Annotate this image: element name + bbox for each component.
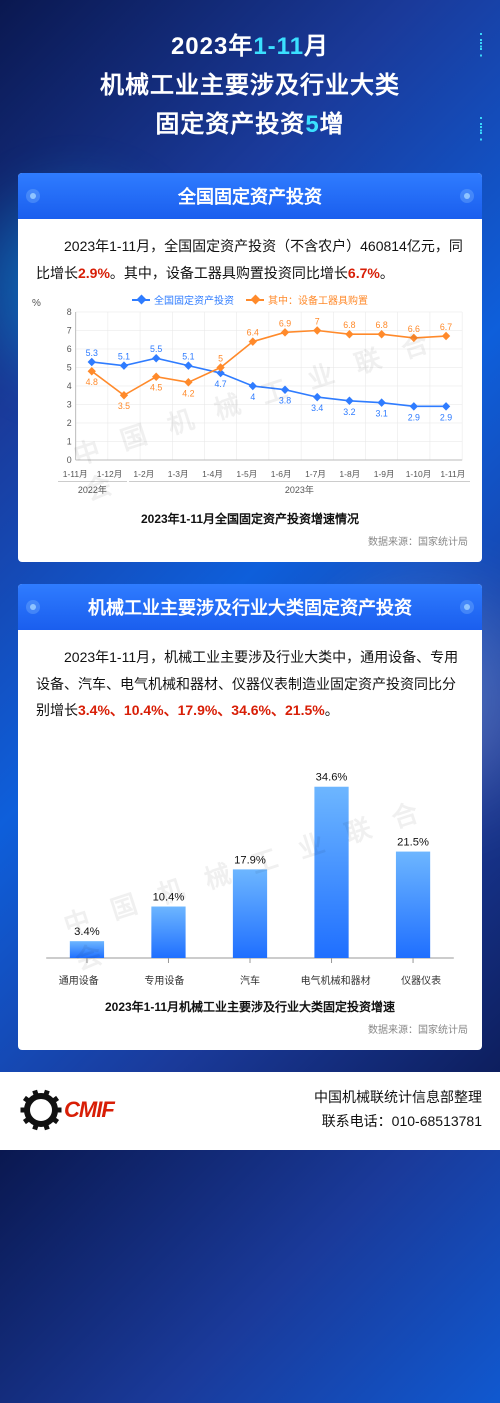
y-unit-label: % — [32, 298, 41, 309]
svg-text:6.6: 6.6 — [408, 324, 420, 334]
svg-text:6: 6 — [67, 344, 72, 354]
svg-text:6.4: 6.4 — [247, 328, 259, 338]
svg-text:4: 4 — [250, 392, 255, 402]
svg-text:6.7: 6.7 — [440, 322, 452, 332]
para-1: 2023年1-11月，全国固定资产投资（不含农户）460814亿元，同比增长2.… — [18, 219, 482, 294]
header-line3: 固定资产投资5增 — [16, 104, 484, 139]
header-line1: 2023年1-11月 — [16, 26, 484, 61]
line-chart-container: 中 国 机 械 工 业 联 合 会 全国固定资产投资其中：设备工器具购置 % 0… — [18, 294, 482, 527]
svg-text:4.5: 4.5 — [150, 383, 162, 393]
svg-text:7: 7 — [67, 326, 72, 336]
bar-chart-xlabels: 通用设备专用设备汽车电气机械和器材仪器仪表 — [36, 972, 464, 987]
svg-text:4.8: 4.8 — [86, 377, 98, 387]
section-title-2: 机械工业主要涉及行业大类固定资产投资 — [18, 584, 482, 630]
logo-text: CMIF — [64, 1097, 114, 1123]
line-chart-year-groups: 2022年2023年 — [58, 481, 470, 496]
svg-text:5.3: 5.3 — [86, 348, 98, 358]
svg-text:4.2: 4.2 — [182, 388, 194, 398]
svg-text:10.4%: 10.4% — [153, 892, 185, 904]
svg-text:8: 8 — [67, 307, 72, 317]
header-line2: 机械工业主要涉及行业大类 — [16, 65, 484, 100]
footer-text: 中国机械联统计信息部整理 联系电话：010-68513781 — [314, 1086, 482, 1134]
svg-text:3.5: 3.5 — [118, 401, 130, 411]
footer: CMIF 中国机械联统计信息部整理 联系电话：010-68513781 — [0, 1072, 500, 1150]
line-chart-xlabels: 1-11月1-12月1-2月1-3月1-4月1-5月1-6月1-7月1-8月1-… — [58, 468, 470, 480]
svg-text:6.8: 6.8 — [375, 320, 387, 330]
bar-chart-svg: 3.4% 10.4% 17.9% 34.6% 21.5% — [36, 742, 464, 972]
gear-icon — [18, 1087, 64, 1133]
svg-text:3.1: 3.1 — [375, 409, 387, 419]
svg-text:5.1: 5.1 — [118, 352, 130, 362]
svg-text:17.9%: 17.9% — [234, 854, 266, 866]
svg-text:2.9: 2.9 — [408, 412, 420, 422]
card-national-investment: 全国固定资产投资 2023年1-11月，全国固定资产投资（不含农户）460814… — [18, 173, 482, 562]
para-2: 2023年1-11月，机械工业主要涉及行业大类中，通用设备、专用设备、汽车、电气… — [18, 630, 482, 732]
bar-chart: 中 国 机 械 工 业 联 合 会 3.4%10.4%17.9%34.6%21.… — [30, 732, 470, 992]
line-chart-legend: 全国固定资产投资其中：设备工器具购置 — [30, 292, 470, 307]
svg-text:4: 4 — [67, 381, 72, 391]
svg-text:5: 5 — [218, 354, 223, 364]
svg-text:3.2: 3.2 — [343, 407, 355, 417]
svg-text:6.8: 6.8 — [343, 320, 355, 330]
logo: CMIF — [18, 1087, 114, 1133]
source-1: 数据来源：国家统计局 — [18, 531, 482, 552]
svg-text:1: 1 — [67, 437, 72, 447]
line-chart-svg: 0 1 2 3 4 5 6 7 8 5.3 5.1 5.5 5.1 4.7 4 3.8 3.4 3.2 3.1 2.9… — [58, 298, 470, 468]
svg-text:7: 7 — [315, 317, 320, 327]
decor-dots-bottom: ⋮⋮ — [472, 120, 490, 138]
footer-line2: 联系电话：010-68513781 — [314, 1110, 482, 1134]
decor-dots-top: ⋮⋮ — [472, 36, 490, 54]
svg-text:3.4%: 3.4% — [74, 926, 100, 938]
svg-text:5.5: 5.5 — [150, 344, 162, 354]
svg-text:6.9: 6.9 — [279, 318, 291, 328]
bar-chart-container: 中 国 机 械 工 业 联 合 会 3.4%10.4%17.9%34.6%21.… — [18, 732, 482, 1015]
svg-text:21.5%: 21.5% — [397, 837, 429, 849]
source-2: 数据来源：国家统计局 — [18, 1019, 482, 1040]
line-chart-caption: 2023年1-11月全国固定资产投资增速情况 — [30, 510, 470, 527]
svg-text:5.1: 5.1 — [182, 352, 194, 362]
line-chart: 中 国 机 械 工 业 联 合 会 全国固定资产投资其中：设备工器具购置 % 0… — [30, 294, 470, 504]
footer-line1: 中国机械联统计信息部整理 — [314, 1086, 482, 1110]
svg-text:5: 5 — [67, 363, 72, 373]
svg-text:0: 0 — [67, 455, 72, 465]
bar-chart-caption: 2023年1-11月机械工业主要涉及行业大类固定投资增速 — [30, 998, 470, 1015]
svg-text:3.8: 3.8 — [279, 396, 291, 406]
svg-text:3.4: 3.4 — [311, 403, 323, 413]
svg-text:2: 2 — [67, 418, 72, 428]
svg-text:34.6%: 34.6% — [316, 772, 348, 784]
card-machinery-industry: 机械工业主要涉及行业大类固定资产投资 2023年1-11月，机械工业主要涉及行业… — [18, 584, 482, 1050]
section-title-1: 全国固定资产投资 — [18, 173, 482, 219]
svg-text:3: 3 — [67, 400, 72, 410]
svg-text:4.7: 4.7 — [214, 379, 226, 389]
header: ⋮⋮ ⋮⋮ 2023年1-11月 机械工业主要涉及行业大类 固定资产投资5增 — [0, 0, 500, 161]
svg-text:2.9: 2.9 — [440, 412, 452, 422]
